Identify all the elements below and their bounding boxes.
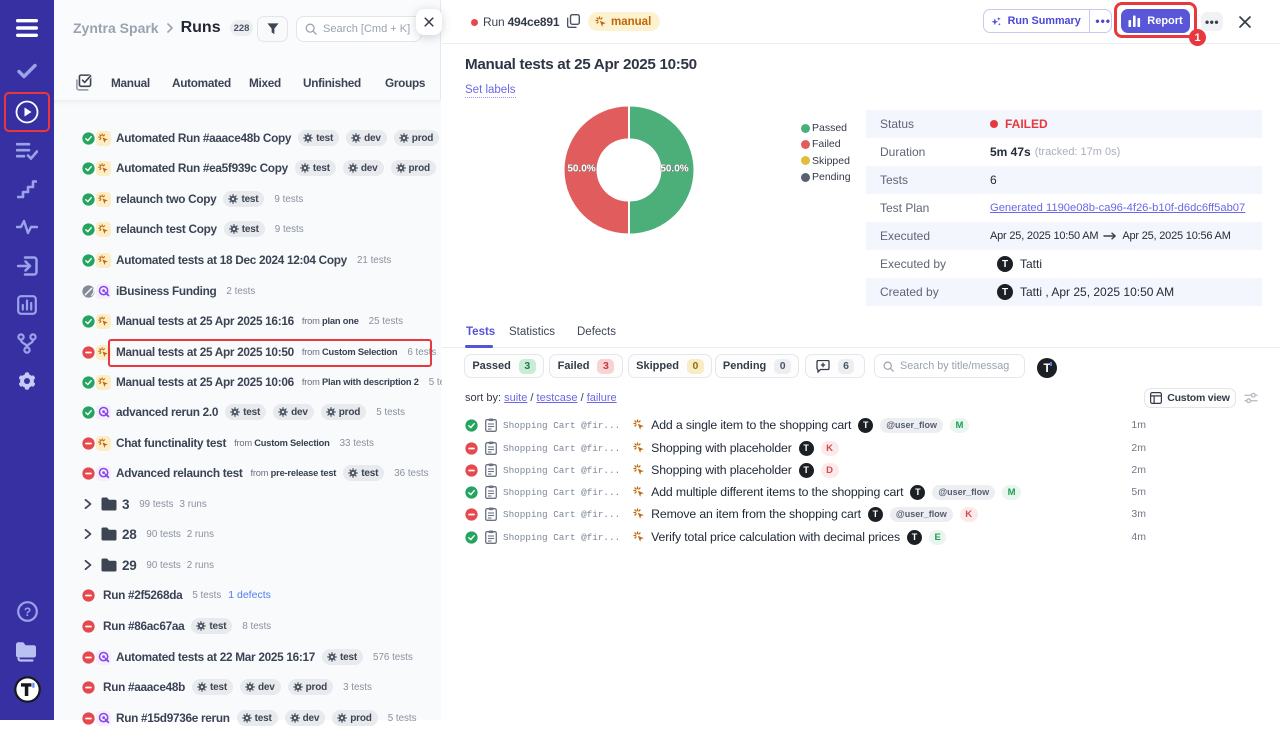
svg-text:50.0%: 50.0% xyxy=(567,164,595,175)
svg-text:50.0%: 50.0% xyxy=(660,164,688,175)
svg-text:?: ? xyxy=(23,605,30,619)
